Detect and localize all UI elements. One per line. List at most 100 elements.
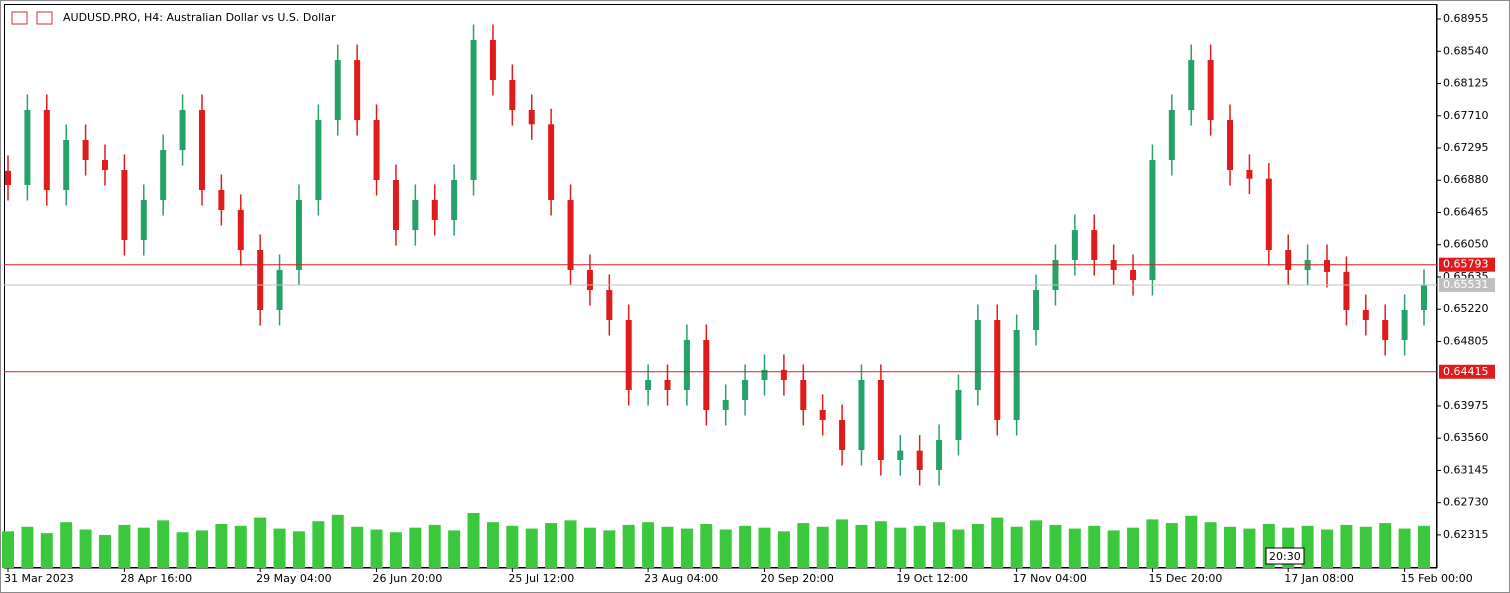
volume-bar <box>1243 528 1256 568</box>
candle-body <box>780 369 787 380</box>
volume-bar <box>1340 524 1353 568</box>
volume-bar <box>506 525 519 568</box>
y-tick-label: 0.64805 <box>1443 334 1489 347</box>
volume-bar <box>486 522 499 568</box>
volume-bar <box>292 531 305 568</box>
chart-icon[interactable] <box>36 11 53 25</box>
volume-bar <box>1185 515 1198 568</box>
candle-body <box>412 199 419 231</box>
candle-body <box>257 250 264 310</box>
candle-body <box>1227 120 1234 170</box>
x-tick-label: 29 May 04:00 <box>256 572 331 585</box>
volume-bar <box>1049 524 1062 568</box>
y-tick-label: 0.63560 <box>1443 431 1489 444</box>
volume-bar <box>1107 530 1120 568</box>
candle-body <box>567 199 574 270</box>
x-tick-label: 28 Apr 16:00 <box>120 572 192 585</box>
volume-bar <box>409 527 422 568</box>
menu-icon[interactable] <box>11 11 28 25</box>
candle-body <box>121 169 128 240</box>
volume-bar <box>603 530 616 568</box>
y-tick-label: 0.63975 <box>1443 399 1489 412</box>
volume-bar <box>1030 520 1043 568</box>
y-tick-label: 0.62315 <box>1443 528 1489 541</box>
volume-bar <box>79 529 92 568</box>
volume-bar <box>428 524 441 568</box>
candle-body <box>1246 169 1253 179</box>
candle-body <box>470 40 477 181</box>
y-tick-label: 0.67710 <box>1443 109 1489 122</box>
candle-body <box>179 110 186 151</box>
volume-bar <box>1321 529 1334 568</box>
candle-body <box>237 209 244 251</box>
volume-bar <box>739 525 752 568</box>
current-price-bg <box>1439 278 1495 293</box>
volume-bar <box>642 522 655 568</box>
volume-bar <box>1165 523 1178 568</box>
candle-body <box>1343 271 1350 310</box>
volume-bar <box>525 528 538 568</box>
volume-bar <box>331 514 344 568</box>
volume-bar <box>933 522 946 568</box>
candle-body <box>1362 309 1369 321</box>
x-tick-label: 26 Jun 20:00 <box>373 572 443 585</box>
volume-bar <box>894 527 907 568</box>
volume-bar <box>2 531 14 568</box>
candle-body <box>1033 290 1040 331</box>
volume-bar <box>622 524 635 568</box>
candle-body <box>392 180 399 231</box>
x-tick-label: 31 Mar 2023 <box>4 572 74 585</box>
volume-bar <box>448 530 461 568</box>
candle-body <box>451 180 458 221</box>
candle-body <box>160 150 167 200</box>
candle-body <box>431 199 438 221</box>
volume-bar <box>913 525 926 568</box>
volume-bar <box>836 519 849 568</box>
volume-bar <box>1010 526 1023 568</box>
x-tick-label: 20 Sep 20:00 <box>760 572 833 585</box>
candle-body <box>1324 260 1331 272</box>
candle-body <box>276 269 283 310</box>
candle-body <box>1207 60 1214 121</box>
volume-bar <box>855 524 868 568</box>
candle-body <box>295 199 302 270</box>
candle-body <box>664 379 671 391</box>
candle-body <box>43 110 50 191</box>
y-tick-label: 0.65220 <box>1443 302 1489 315</box>
candle-body <box>703 339 710 410</box>
volume-bar <box>991 517 1004 568</box>
volume-bar <box>564 520 577 568</box>
volume-bar <box>370 529 383 568</box>
y-tick-label: 0.66465 <box>1443 205 1489 218</box>
volume-bar <box>273 528 286 568</box>
candle-body <box>315 120 322 200</box>
candle-body <box>354 60 361 121</box>
candle-body <box>722 399 729 410</box>
candle-body <box>742 379 749 400</box>
candle-body <box>897 450 904 461</box>
volume-bar <box>545 523 558 568</box>
candle-body <box>974 320 981 391</box>
candle-body <box>1401 309 1408 340</box>
candle-body <box>1421 285 1427 310</box>
x-tick-label: 15 Feb 00:00 <box>1401 572 1473 585</box>
candle-body <box>528 110 535 125</box>
y-tick-label: 0.67295 <box>1443 141 1489 154</box>
volume-bar <box>254 517 267 568</box>
candle-body <box>1149 160 1156 280</box>
candle-body <box>625 320 632 391</box>
candle-body <box>916 450 923 470</box>
volume-bar <box>1224 526 1237 568</box>
candle-body <box>1091 230 1098 261</box>
candle-body <box>839 419 846 450</box>
y-tick-label: 0.68540 <box>1443 44 1489 57</box>
candle-body <box>994 320 1001 420</box>
candle-body <box>955 390 962 440</box>
candle-body <box>1130 269 1137 280</box>
candle-body <box>761 369 768 380</box>
candle-body <box>1013 330 1020 420</box>
volume-bar <box>467 513 480 568</box>
candle-body <box>683 339 690 391</box>
candle-body <box>548 124 555 200</box>
volume-bar <box>157 520 170 568</box>
